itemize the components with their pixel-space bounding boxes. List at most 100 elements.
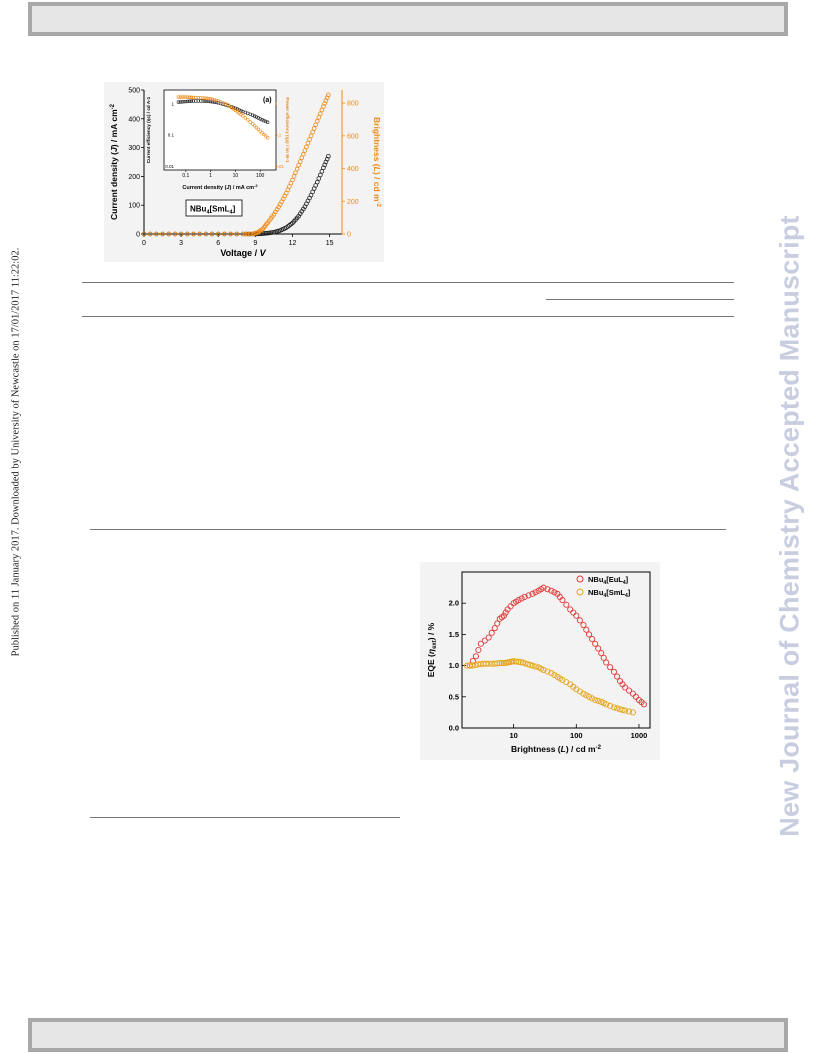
- inset-point-0: [191, 99, 196, 103]
- iv-point-1: [178, 231, 184, 237]
- inset-point-0: [189, 99, 194, 103]
- header-bar: [28, 2, 788, 36]
- figure-2: 10 100 1000 0.0 0.5 1.0 1.5 2.0 NBu4[EuL4] NBu…: [420, 562, 660, 760]
- table-rule-partial: [546, 299, 734, 300]
- iv-point-1: [323, 98, 329, 103]
- iv-point-1: [310, 129, 315, 135]
- inset-point-1: [252, 124, 257, 128]
- eqe-point-0: [529, 590, 536, 597]
- x-tick-label: 0: [142, 240, 146, 247]
- eqe-point-0: [586, 631, 593, 638]
- eqe-point-0: [559, 597, 566, 604]
- inset-point-1: [196, 95, 200, 100]
- right-y-tick-label: 400: [347, 166, 359, 173]
- iv-point-1: [228, 231, 233, 237]
- inset-point-1: [260, 131, 264, 135]
- inset-point-1: [258, 129, 262, 133]
- left-y-tick-label: 100: [128, 203, 140, 210]
- iv-point-1: [154, 231, 159, 237]
- eqe-point-1: [607, 702, 614, 709]
- y-tick-label: 1.0: [449, 661, 459, 670]
- inset-point-0: [187, 99, 192, 103]
- iv-point-1: [293, 170, 298, 175]
- eqe-point-0: [610, 668, 618, 675]
- inset-right-y-tick-label: 1: [275, 101, 278, 106]
- eqe-point-1: [629, 709, 636, 716]
- inset-point-0: [180, 100, 184, 104]
- x-tick-label: 10: [509, 731, 517, 740]
- inset-point-1: [248, 120, 252, 124]
- iv-point-1: [313, 122, 319, 128]
- eqe-point-1: [532, 663, 539, 670]
- iv-point-1: [215, 231, 221, 237]
- inset-plot: 0.1 1 10 100 0.01 0.1 1 0.01 0.1 1: [165, 95, 284, 179]
- eqe-point-0: [629, 690, 636, 697]
- iv-point-0: [322, 162, 327, 168]
- x-tick-label: 12: [289, 240, 297, 247]
- inset-point-1: [214, 98, 218, 103]
- inset-point-1: [246, 118, 250, 122]
- iv-point-0: [262, 231, 267, 236]
- eqe-point-0: [622, 684, 629, 691]
- iv-point-1: [209, 231, 215, 237]
- eqe-point-0: [521, 593, 528, 601]
- inset-x-axis-title: Current density (J) / mA cm-2: [182, 183, 258, 191]
- eqe-point-0: [502, 609, 509, 616]
- inset-x-tick-label: 0.1: [182, 173, 189, 179]
- inset-point-1: [254, 125, 259, 130]
- left-y-axis-title: Current density (J) / mA cm-2: [109, 103, 119, 220]
- eqe-point-1: [614, 705, 621, 712]
- iv-point-1: [203, 231, 209, 237]
- eqe-point-1: [592, 696, 599, 703]
- eqe-point-0: [477, 640, 484, 647]
- eqe-point-0: [481, 637, 488, 644]
- eqe-point-0: [518, 595, 525, 602]
- inset-left-y-title: Current efficiency (ηc) / cd A-1: [146, 96, 151, 163]
- right-y-axis-title: Brightness (L) / cd m-2: [372, 117, 382, 208]
- inset-point-1: [265, 136, 270, 140]
- x-tick-label: 3: [179, 240, 183, 247]
- inset-point-0: [264, 119, 268, 124]
- eqe-point-1: [515, 658, 522, 665]
- inset-x-tick-label: 100: [256, 173, 265, 179]
- legend-label-eu: NBu4[EuL4]: [588, 575, 629, 586]
- iv-point-1: [240, 231, 246, 237]
- iv-point-1: [147, 231, 153, 237]
- eqe-point-1: [619, 706, 626, 713]
- iv-point-1: [222, 231, 227, 237]
- right-y-tick-label: 0: [347, 232, 351, 239]
- inset-point-0: [252, 114, 257, 118]
- iv-point-1: [321, 104, 326, 109]
- inset-point-1: [207, 96, 211, 101]
- iv-point-0: [324, 156, 330, 162]
- inset-x-tick-label: 1: [209, 173, 212, 179]
- eqe-point-0: [580, 621, 587, 629]
- eqe-point-0: [504, 606, 511, 613]
- iv-point-0: [321, 165, 326, 171]
- inset-point-0: [210, 100, 215, 104]
- inset-x-tick-label: 10: [233, 173, 239, 179]
- eqe-point-1: [589, 695, 596, 702]
- eqe-point-1: [610, 704, 618, 711]
- iv-point-1: [322, 101, 327, 106]
- inset-point-0: [196, 99, 200, 103]
- eqe-point-1: [540, 666, 547, 674]
- inset-point-0: [256, 116, 261, 120]
- eqe-point-0: [603, 659, 610, 666]
- eqe-point-0: [600, 654, 607, 661]
- iv-point-1: [290, 177, 295, 183]
- iv-point-1: [243, 231, 248, 237]
- plot-series: [463, 584, 647, 716]
- y-tick-label: 0.0: [449, 724, 459, 733]
- iv-point-1: [294, 166, 300, 172]
- iv-point-1: [316, 115, 322, 120]
- iv-point-0: [263, 230, 269, 236]
- inset-point-1: [184, 95, 188, 99]
- y-tick-label: 2.0: [449, 599, 459, 608]
- inset-point-1: [201, 96, 205, 100]
- eqe-point-0: [494, 620, 501, 627]
- eqe-point-1: [586, 693, 593, 700]
- inset-right-y-title: Power efficiency (ηp) / lm W-1: [285, 98, 290, 163]
- x-tick-label: 6: [216, 240, 220, 247]
